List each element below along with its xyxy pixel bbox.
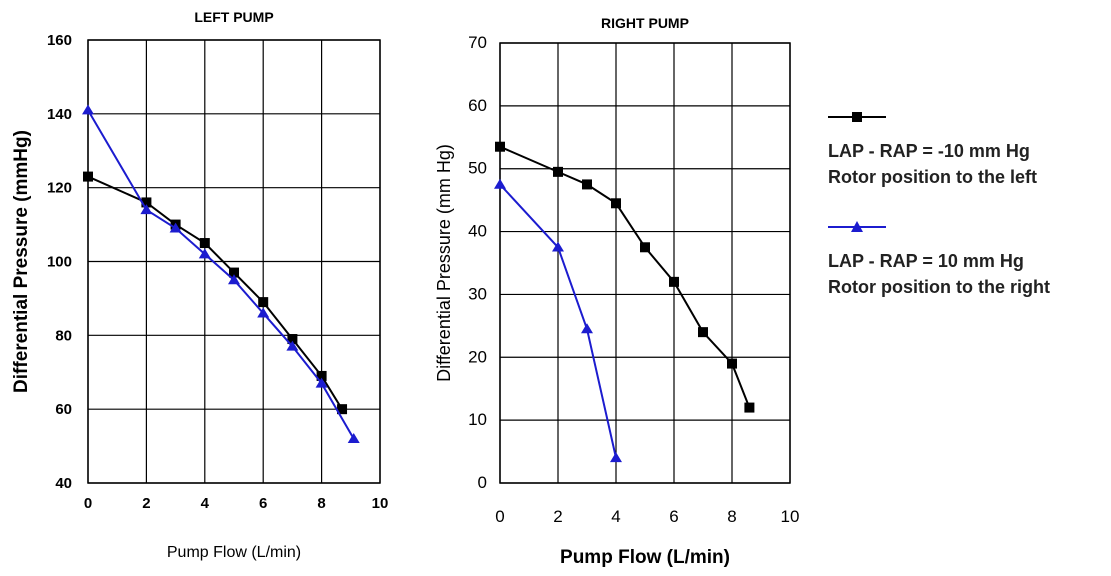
data-point-triangle bbox=[552, 241, 564, 252]
data-point-square bbox=[258, 297, 269, 308]
series-line-square bbox=[499, 145, 751, 408]
legend: LAP - RAP = -10 mm Hg Rotor position to … bbox=[828, 110, 1108, 330]
legend-label-line2: Rotor position to the left bbox=[828, 167, 1037, 187]
legend-entry-left-rotor: LAP - RAP = -10 mm Hg Rotor position to … bbox=[828, 110, 1108, 190]
y-tick-label: 50 bbox=[468, 159, 487, 178]
x-tick-label: 2 bbox=[553, 507, 562, 526]
chart-title: LEFT PUMP bbox=[194, 9, 273, 25]
y-tick-label: 20 bbox=[468, 347, 487, 366]
data-point-square bbox=[199, 238, 210, 249]
data-point-square bbox=[316, 370, 327, 381]
data-point-triangle bbox=[257, 307, 270, 318]
y-tick-label: 40 bbox=[55, 475, 72, 492]
data-point-triangle bbox=[286, 340, 299, 351]
data-point-square bbox=[611, 198, 621, 209]
legend-label-line1: LAP - RAP = -10 mm Hg bbox=[828, 141, 1030, 161]
y-axis-label: Differential Pressure (mmHg) bbox=[11, 130, 32, 393]
series-line-triangle bbox=[499, 183, 617, 459]
x-tick-label: 4 bbox=[611, 507, 620, 526]
data-point-square bbox=[582, 179, 592, 190]
y-tick-label: 160 bbox=[47, 32, 72, 49]
data-point-square bbox=[287, 334, 298, 345]
x-tick-label: 6 bbox=[669, 507, 678, 526]
data-point-square bbox=[83, 171, 93, 182]
y-tick-label: 70 bbox=[468, 33, 487, 52]
data-point-triangle bbox=[581, 323, 593, 334]
y-tick-label: 60 bbox=[468, 96, 487, 115]
series-line-triangle bbox=[87, 109, 355, 440]
y-axis-label: Differential Pressure (mm Hg) bbox=[434, 144, 454, 382]
data-point-triangle bbox=[315, 377, 328, 388]
x-tick-label: 0 bbox=[495, 507, 504, 526]
data-point-square bbox=[698, 327, 708, 338]
data-point-triangle bbox=[169, 222, 182, 233]
legend-swatch-square bbox=[828, 112, 886, 122]
plot-frame bbox=[499, 42, 791, 484]
y-tick-label: 60 bbox=[55, 401, 72, 418]
x-tick-label: 6 bbox=[259, 495, 267, 512]
data-point-square bbox=[553, 166, 563, 177]
data-point-triangle bbox=[347, 433, 360, 443]
x-tick-label: 10 bbox=[372, 495, 389, 512]
y-tick-label: 0 bbox=[478, 473, 487, 492]
x-tick-label: 10 bbox=[781, 507, 800, 526]
data-point-triangle bbox=[140, 204, 153, 215]
x-axis-label: Pump Flow (L/min) bbox=[560, 547, 730, 568]
data-point-triangle bbox=[494, 178, 506, 189]
series-line-square bbox=[87, 175, 343, 410]
y-tick-label: 10 bbox=[468, 410, 487, 429]
data-point-square bbox=[495, 141, 505, 152]
y-tick-label: 40 bbox=[468, 222, 487, 241]
data-point-triangle bbox=[610, 452, 622, 463]
data-point-square bbox=[669, 276, 679, 287]
x-tick-label: 4 bbox=[201, 495, 210, 512]
data-point-square bbox=[640, 242, 650, 253]
legend-label-line2: Rotor position to the right bbox=[828, 277, 1050, 297]
data-point-triangle bbox=[82, 104, 94, 115]
legend-entry-right-rotor: LAP - RAP = 10 mm Hg Rotor position to t… bbox=[828, 220, 1108, 300]
y-tick-label: 140 bbox=[47, 106, 72, 123]
x-tick-label: 8 bbox=[317, 495, 325, 512]
legend-swatch-triangle bbox=[828, 221, 886, 232]
y-tick-label: 30 bbox=[468, 284, 487, 303]
y-tick-label: 120 bbox=[47, 180, 72, 197]
x-tick-label: 8 bbox=[727, 507, 736, 526]
data-point-square bbox=[744, 402, 755, 413]
legend-label-line1: LAP - RAP = 10 mm Hg bbox=[828, 251, 1024, 271]
data-point-square bbox=[337, 404, 348, 415]
right-pump-chart: 0 2 4 6 8 10 0 10 20 30 40 50 60 70 RIGHT PUMP Pump Flo… bbox=[434, 15, 799, 568]
x-tick-label: 2 bbox=[142, 495, 150, 512]
data-point-triangle bbox=[198, 248, 211, 259]
data-point-square bbox=[141, 197, 152, 208]
data-point-square bbox=[727, 358, 737, 369]
left-pump-chart: 0 2 4 6 8 10 40 60 80 100 120 140 160 LEFT PUMP Pump F… bbox=[11, 9, 388, 561]
y-tick-label: 80 bbox=[55, 327, 72, 344]
data-point-square bbox=[229, 267, 239, 278]
x-tick-label: 0 bbox=[84, 495, 92, 512]
y-tick-label: 100 bbox=[47, 254, 72, 271]
chart-title: RIGHT PUMP bbox=[601, 15, 689, 31]
data-point-triangle bbox=[228, 274, 240, 285]
x-axis-label: Pump Flow (L/min) bbox=[167, 544, 301, 561]
